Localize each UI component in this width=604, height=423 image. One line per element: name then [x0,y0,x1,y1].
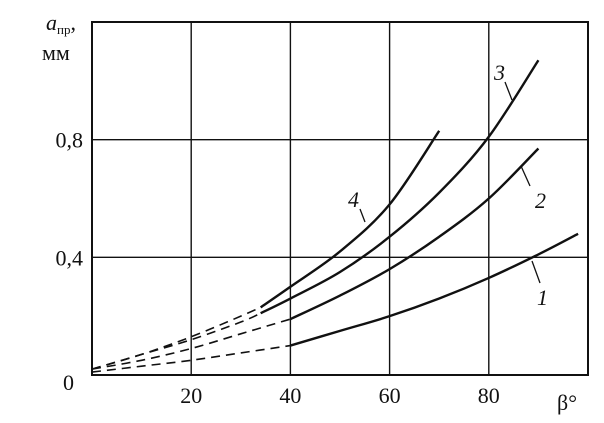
y-axis-subscript: пр [57,22,70,37]
labels: 20 40 60 800,40,8 [56,128,500,408]
series-1-label: 1 [537,285,548,310]
x-tick-label: 60 [379,383,401,408]
series-4-leader [359,208,366,223]
series-1-leader [531,260,541,284]
origin-label: 0 [63,370,74,395]
series-3-dashed-line [91,312,261,370]
grid [92,22,588,375]
series-2-leader [520,165,531,187]
y-axis-label: aпр, [46,10,76,37]
x-axis-label: β° [557,390,577,415]
y-axis-unit: мм [42,40,70,65]
x-tick-label: 80 [478,383,500,408]
series-4-line [259,130,441,309]
y-tick-label: 0,8 [56,128,84,153]
series-3-label: 3 [493,60,505,85]
series-1-dashed-line [91,344,291,373]
series-4-dashed-line [91,306,261,370]
series-3: 3 [91,59,540,370]
series-2-line [289,147,540,321]
series-2: 2 [91,147,546,370]
plot-frame [91,21,589,376]
series-1: 1 [91,232,579,373]
y-axis-symbol: a [46,10,57,35]
curves: 1 2 3 4 [91,59,579,373]
series-3-leader [504,81,513,101]
y-axis-suffix: , [70,10,76,35]
series-4-label: 4 [348,187,359,212]
x-tick-label: 40 [279,383,301,408]
series-4: 4 [91,130,441,370]
series-2-dashed-line [91,318,291,370]
y-tick-label: 0,4 [56,245,84,270]
series-2-label: 2 [535,188,546,213]
plot-border [91,21,589,376]
x-tick-label: 20 [180,383,202,408]
series-3-line [260,59,540,315]
series-1-line [290,232,579,347]
